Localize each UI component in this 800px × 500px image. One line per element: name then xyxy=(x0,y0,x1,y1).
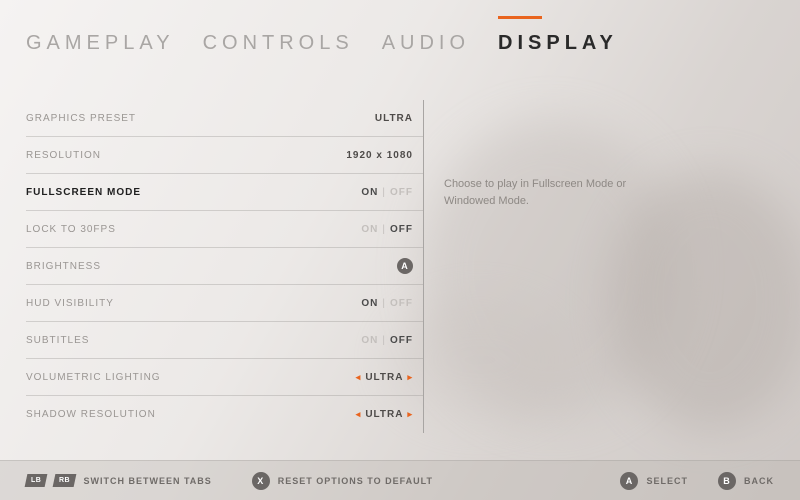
setting-resolution[interactable]: RESOLUTION 1920 x 1080 xyxy=(26,137,423,174)
toggle-control[interactable]: ON | OFF xyxy=(361,224,413,235)
tab-display[interactable]: DISPLAY xyxy=(498,26,618,55)
setting-hud-visibility[interactable]: HUD VISIBILITY ON | OFF xyxy=(26,285,423,322)
lb-button-icon: LB xyxy=(25,474,48,487)
hint-switch-tabs: LB RB SWITCH BETWEEN TABS xyxy=(26,474,212,487)
chevron-right-icon[interactable]: ▸ xyxy=(407,410,413,419)
stepper-control[interactable]: ◂ ULTRA ▸ xyxy=(356,409,413,420)
tab-gameplay[interactable]: GAMEPLAY xyxy=(26,26,175,55)
footer-hints: LB RB SWITCH BETWEEN TABS X RESET OPTION… xyxy=(0,460,800,500)
toggle-sep: | xyxy=(382,187,386,198)
x-button-icon: X xyxy=(252,472,270,490)
setting-shadow-resolution[interactable]: SHADOW RESOLUTION ◂ ULTRA ▸ xyxy=(26,396,423,433)
toggle-control[interactable]: ON | OFF xyxy=(361,187,413,198)
setting-action[interactable]: A xyxy=(397,258,413,274)
setting-label: VOLUMETRIC LIGHTING xyxy=(26,372,161,383)
setting-graphics-preset[interactable]: GRAPHICS PRESET ULTRA xyxy=(26,100,423,137)
chevron-right-icon[interactable]: ▸ xyxy=(407,373,413,382)
display-settings-panel: GRAPHICS PRESET ULTRA RESOLUTION 1920 x … xyxy=(26,100,424,433)
hint-label: BACK xyxy=(744,476,774,486)
stepper-control[interactable]: ◂ ULTRA ▸ xyxy=(356,372,413,383)
settings-tabs: GAMEPLAY CONTROLS AUDIO DISPLAY xyxy=(26,26,618,55)
stepper-value: ULTRA xyxy=(365,409,403,420)
stepper-value: ULTRA xyxy=(365,372,403,383)
hint-label: SWITCH BETWEEN TABS xyxy=(83,476,211,486)
hint-label: SELECT xyxy=(646,476,688,486)
toggle-on: ON xyxy=(361,335,378,346)
toggle-control[interactable]: ON | OFF xyxy=(361,298,413,309)
tab-audio[interactable]: AUDIO xyxy=(382,26,470,55)
rb-button-icon: RB xyxy=(53,474,77,487)
hint-label: RESET OPTIONS TO DEFAULT xyxy=(278,476,433,486)
setting-volumetric-lighting[interactable]: VOLUMETRIC LIGHTING ◂ ULTRA ▸ xyxy=(26,359,423,396)
setting-brightness[interactable]: BRIGHTNESS A xyxy=(26,248,423,285)
a-button-icon: A xyxy=(620,472,638,490)
toggle-off: OFF xyxy=(390,298,413,309)
toggle-on: ON xyxy=(361,224,378,235)
setting-label: BRIGHTNESS xyxy=(26,261,101,272)
toggle-off: OFF xyxy=(390,224,413,235)
chevron-left-icon[interactable]: ◂ xyxy=(356,373,362,382)
tab-controls[interactable]: CONTROLS xyxy=(203,26,354,55)
setting-value: 1920 x 1080 xyxy=(346,150,413,161)
setting-subtitles[interactable]: SUBTITLES ON | OFF xyxy=(26,322,423,359)
toggle-on: ON xyxy=(361,298,378,309)
hint-select[interactable]: A SELECT xyxy=(620,472,688,490)
toggle-sep: | xyxy=(382,298,386,309)
setting-label: LOCK TO 30FPS xyxy=(26,224,116,235)
hint-reset-defaults[interactable]: X RESET OPTIONS TO DEFAULT xyxy=(252,472,433,490)
setting-label: RESOLUTION xyxy=(26,150,101,161)
setting-description: Choose to play in Fullscreen Mode or Win… xyxy=(444,176,664,209)
a-button-icon: A xyxy=(397,258,413,274)
toggle-sep: | xyxy=(382,335,386,346)
setting-label: HUD VISIBILITY xyxy=(26,298,114,309)
toggle-off: OFF xyxy=(390,187,413,198)
setting-label: SUBTITLES xyxy=(26,335,89,346)
setting-lock-30fps[interactable]: LOCK TO 30FPS ON | OFF xyxy=(26,211,423,248)
setting-fullscreen-mode[interactable]: FULLSCREEN MODE ON | OFF xyxy=(26,174,423,211)
toggle-off: OFF xyxy=(390,335,413,346)
b-button-icon: B xyxy=(718,472,736,490)
toggle-sep: | xyxy=(382,224,386,235)
setting-value: ULTRA xyxy=(375,113,413,124)
setting-label: FULLSCREEN MODE xyxy=(26,187,141,198)
setting-label: SHADOW RESOLUTION xyxy=(26,409,156,420)
chevron-left-icon[interactable]: ◂ xyxy=(356,410,362,419)
toggle-control[interactable]: ON | OFF xyxy=(361,335,413,346)
setting-label: GRAPHICS PRESET xyxy=(26,113,136,124)
toggle-on: ON xyxy=(361,187,378,198)
hint-back[interactable]: B BACK xyxy=(718,472,774,490)
